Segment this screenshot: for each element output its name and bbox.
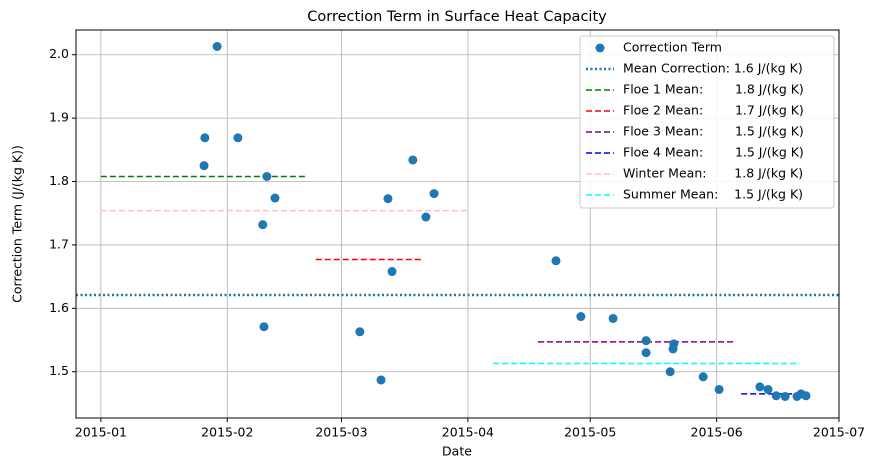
chart-title: Correction Term in Surface Heat Capacity — [307, 9, 607, 25]
data-point — [387, 267, 397, 277]
y-tick-label: 1.7 — [49, 236, 69, 251]
data-point — [258, 220, 268, 230]
data-point — [421, 212, 431, 222]
x-tick-label: 2015-04 — [442, 425, 494, 440]
y-tick-label: 1.6 — [49, 300, 69, 315]
data-point — [763, 384, 773, 394]
y-tick-label: 1.8 — [49, 173, 69, 188]
legend-label: Mean Correction: 1.6 J/(kg K) — [623, 61, 803, 76]
data-point — [233, 133, 243, 143]
legend-label: Floe 1 Mean: 1.8 J/(kg K) — [623, 82, 804, 97]
x-tick-label: 2015-01 — [75, 425, 127, 440]
data-point — [199, 161, 209, 171]
data-point — [698, 372, 708, 382]
legend-label: Summer Mean: 1.5 J/(kg K) — [623, 187, 803, 202]
y-tick-label: 1.5 — [49, 363, 69, 378]
x-tick-label: 2015-05 — [564, 425, 616, 440]
data-point — [641, 348, 651, 358]
data-point — [212, 41, 222, 51]
data-point — [383, 194, 393, 204]
x-tick-label: 2015-03 — [315, 425, 367, 440]
x-axis-label: Date — [442, 444, 472, 459]
x-tick-label: 2015-06 — [691, 425, 743, 440]
data-point — [200, 133, 210, 143]
legend-label: Winter Mean: 1.8 J/(kg K) — [623, 166, 803, 181]
data-point — [551, 256, 561, 266]
data-point — [801, 391, 811, 401]
data-point — [262, 171, 272, 181]
data-point — [771, 391, 781, 401]
legend-label: Floe 4 Mean: 1.5 J/(kg K) — [623, 145, 804, 160]
data-point — [576, 312, 586, 322]
legend-label: Floe 2 Mean: 1.7 J/(kg K) — [623, 103, 804, 118]
plot-frame — [75, 29, 840, 419]
data-point — [355, 327, 365, 337]
data-point — [408, 155, 418, 165]
data-point — [608, 313, 618, 323]
data-point — [665, 367, 675, 377]
legend-label: Floe 3 Mean: 1.5 J/(kg K) — [623, 124, 804, 139]
x-tick-label: 2015-02 — [201, 425, 253, 440]
data-point — [780, 391, 790, 401]
x-tick-label: 2015-07 — [813, 425, 865, 440]
data-point — [270, 193, 280, 203]
data-point — [259, 322, 269, 332]
legend: Correction Term Mean Correction: 1.6 J/(k… — [579, 35, 835, 209]
data-point — [641, 336, 651, 346]
data-point — [429, 189, 439, 199]
data-point — [714, 384, 724, 394]
legend-marker — [595, 43, 605, 53]
y-axis-label: Correction Term (J/(kg K)) — [10, 145, 25, 303]
data-point — [668, 344, 678, 354]
y-tick-label: 1.9 — [49, 110, 69, 125]
data-point — [376, 375, 386, 385]
y-tick-label: 2.0 — [49, 46, 69, 61]
data-point — [755, 382, 765, 392]
legend-box — [579, 35, 835, 209]
legend-label: Correction Term — [623, 40, 722, 55]
